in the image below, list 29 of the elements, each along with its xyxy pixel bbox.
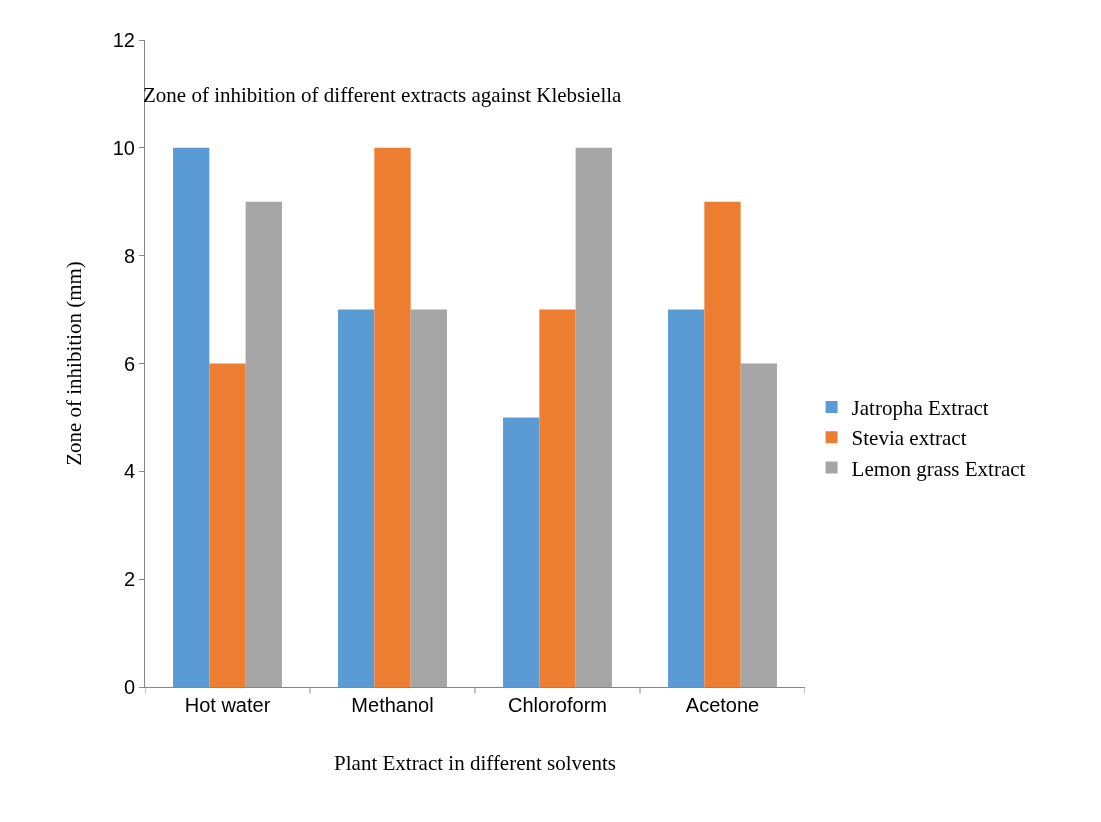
legend-label: Jatropha Extract — [851, 396, 989, 421]
bar — [539, 309, 576, 687]
x-axis-title: Plant Extract in different solvents — [334, 751, 616, 776]
y-tick-label: 10 — [112, 136, 135, 159]
y-tick-label: 0 — [123, 676, 135, 698]
bar — [245, 201, 282, 687]
y-tick-label: 6 — [123, 352, 135, 375]
x-tick-label: Chloroform — [508, 694, 607, 716]
bar — [740, 363, 777, 687]
bar — [668, 309, 705, 687]
bar — [338, 309, 375, 687]
x-tick-label: Acetone — [685, 694, 760, 716]
x-tick-label: Methanol — [351, 694, 434, 716]
y-tick-label: 12 — [112, 29, 135, 51]
text: Zone of inhibition of different extracts against Klebsiella — [143, 83, 623, 108]
bar — [704, 201, 741, 687]
y-tick-label: 2 — [123, 568, 135, 591]
bar — [503, 417, 540, 687]
x-tick-label: Hot water — [184, 694, 271, 716]
y-tick-label: 4 — [123, 460, 135, 483]
bar — [173, 147, 210, 687]
legend-label: Stevia extract — [851, 426, 967, 451]
bar — [374, 147, 411, 687]
y-axis-title: Zone of inhibition (mm) — [61, 261, 86, 466]
bar — [575, 147, 612, 687]
bar — [410, 309, 447, 687]
legend-label: Lemon grass Extract — [851, 456, 1026, 481]
bar — [209, 363, 246, 687]
y-tick-label: 8 — [123, 244, 135, 267]
